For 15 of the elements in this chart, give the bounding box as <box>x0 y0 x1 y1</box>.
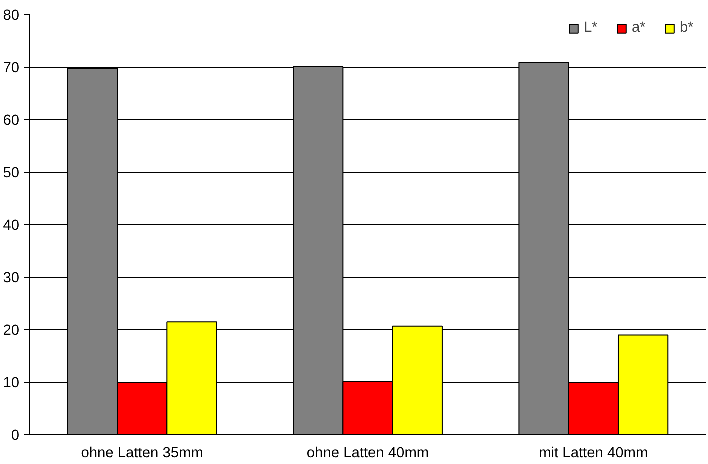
y-tick-label: 10 <box>3 376 20 392</box>
y-tick-label: 40 <box>3 218 20 234</box>
y-tick-label: 20 <box>3 323 20 339</box>
y-tick-label: 60 <box>3 113 20 129</box>
x-tick-label: ohne Latten 40mm <box>306 446 430 462</box>
y-tick-label: 70 <box>3 60 20 76</box>
legend-label: b* <box>680 20 695 36</box>
x-tick-label: mit Latten 40mm <box>539 446 648 462</box>
y-tick-label: 50 <box>3 166 20 182</box>
y-tick-label: 30 <box>3 270 20 286</box>
y-tick-label: 0 <box>11 428 20 444</box>
x-tick-label: ohne Latten 35mm <box>81 446 204 462</box>
legend-label: a* <box>632 20 647 36</box>
y-tick-label: 80 <box>3 8 20 24</box>
legend-label: L* <box>584 20 599 36</box>
